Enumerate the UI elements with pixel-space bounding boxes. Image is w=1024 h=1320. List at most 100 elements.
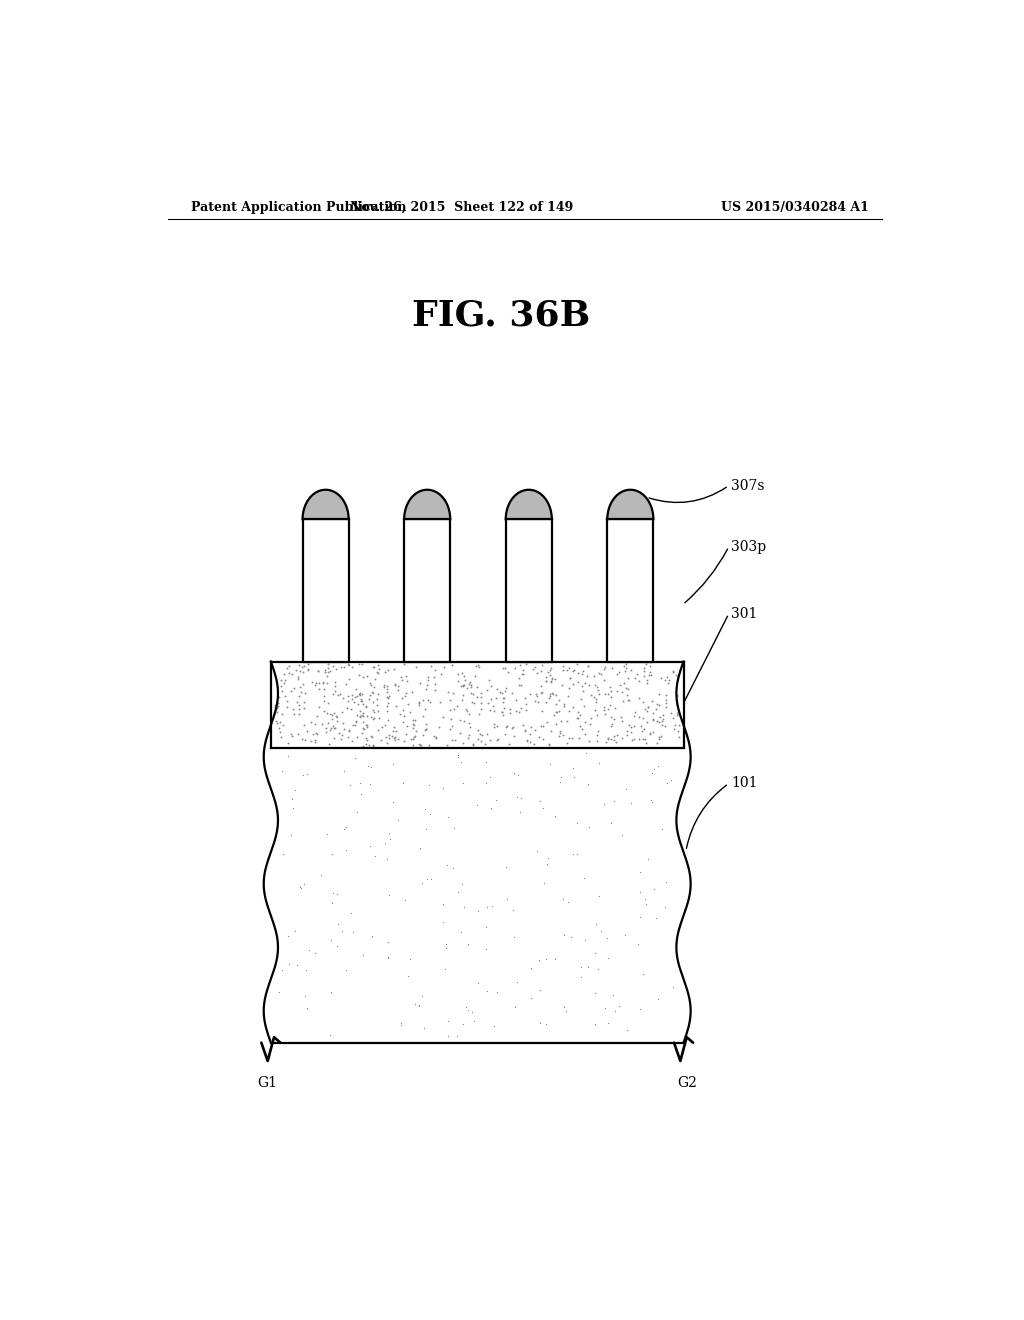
Point [280, 690, 296, 711]
Point [365, 657, 381, 678]
Bar [404, 519, 451, 661]
Point [406, 717, 422, 738]
Point [267, 694, 284, 715]
Point [380, 822, 396, 843]
Point [539, 854, 555, 875]
Point [415, 725, 431, 746]
Point [538, 949, 554, 970]
Point [559, 733, 575, 754]
Point [338, 673, 354, 694]
Point [539, 711, 555, 733]
Point [275, 714, 292, 735]
Point [484, 895, 501, 916]
Point [327, 676, 343, 697]
Point [416, 1016, 432, 1038]
Point [588, 913, 604, 935]
Point [632, 999, 648, 1020]
Point [555, 659, 571, 680]
Point [574, 661, 591, 682]
Bar [506, 519, 552, 661]
Point [495, 690, 511, 711]
Point [445, 698, 462, 719]
Point [561, 727, 578, 748]
Point [602, 676, 618, 697]
Point [648, 710, 665, 731]
Text: FIG. 36B: FIG. 36B [412, 298, 590, 333]
Point [618, 1019, 635, 1040]
Point [577, 696, 593, 717]
Point [621, 689, 637, 710]
Point [621, 678, 637, 700]
Point [399, 693, 416, 714]
Point [336, 718, 352, 739]
Point [639, 669, 655, 690]
Point [369, 694, 385, 715]
Point [378, 733, 394, 754]
Point [408, 710, 424, 731]
Point [381, 686, 397, 708]
Point [599, 684, 615, 705]
Point [494, 701, 510, 722]
Point [649, 989, 666, 1010]
Point [354, 705, 371, 726]
Point [536, 729, 552, 750]
Point [618, 677, 635, 698]
Point [396, 890, 413, 911]
Point [308, 722, 325, 743]
Point [572, 689, 589, 710]
Point [291, 704, 307, 725]
Point [413, 673, 429, 694]
Point [535, 715, 551, 737]
Point [497, 723, 513, 744]
Point [444, 858, 461, 879]
Point [651, 706, 668, 727]
Point [340, 653, 356, 675]
Point [412, 995, 428, 1016]
Point [470, 719, 486, 741]
Point [456, 665, 472, 686]
Point [514, 664, 530, 685]
Point [667, 718, 683, 739]
Point [353, 684, 370, 705]
Point [365, 681, 381, 702]
Point [276, 669, 293, 690]
Point [314, 673, 331, 694]
Point [573, 676, 590, 697]
Point [480, 693, 497, 714]
Point [325, 656, 341, 677]
Point [322, 1024, 338, 1045]
Point [384, 726, 400, 747]
Point [306, 675, 323, 696]
Point [315, 671, 332, 692]
Point [565, 673, 582, 694]
Point [465, 1011, 481, 1032]
Point [379, 681, 395, 702]
Point [378, 727, 394, 748]
Point [530, 727, 547, 748]
Point [631, 688, 647, 709]
Point [412, 693, 428, 714]
Point [362, 706, 379, 727]
Point [616, 924, 633, 945]
Point [640, 697, 656, 718]
Point [348, 711, 365, 733]
Point [427, 659, 443, 680]
Point [572, 956, 589, 977]
Point [373, 729, 389, 750]
Point [489, 729, 506, 750]
Point [387, 673, 403, 694]
Point [555, 696, 571, 717]
Point [460, 933, 476, 954]
Point [324, 843, 340, 865]
Point [547, 669, 563, 690]
Point [638, 653, 654, 675]
Point [583, 708, 599, 729]
Point [352, 701, 369, 722]
Point [318, 672, 335, 693]
Point [608, 731, 625, 752]
Bar [270, 661, 684, 748]
Point [380, 709, 396, 730]
Point [345, 714, 361, 735]
Point [463, 677, 479, 698]
Point [366, 708, 382, 729]
